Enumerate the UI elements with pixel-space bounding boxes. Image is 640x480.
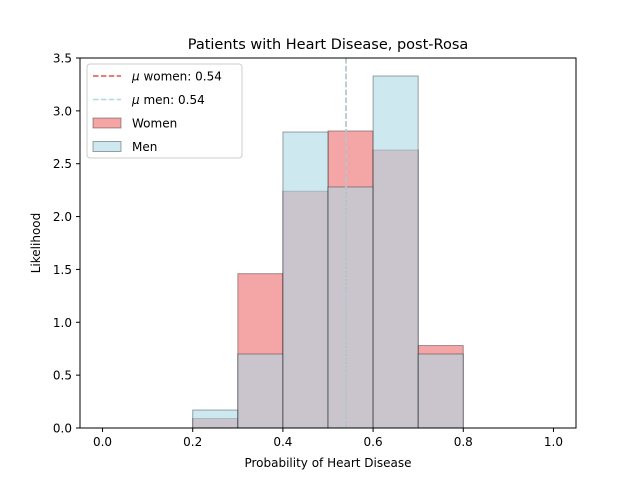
legend-label: Women (132, 117, 177, 131)
x-tick-label: 0.2 (183, 435, 202, 449)
y-tick-label: 1.5 (53, 263, 72, 277)
plot-area (192, 58, 464, 429)
axis-ticks: 0.0 0.2 0.4 0.6 0.8 1.0 0.0 0.5 1.0 1.5 2.0 2.5 3.0 3… (53, 52, 563, 450)
legend: μ women: 0.54 μ men: 0.54 Women Men (86, 63, 243, 159)
x-axis-label: Probability of Heart Disease (244, 456, 411, 470)
legend-label: Men (132, 140, 157, 154)
y-tick-label: 2.5 (53, 157, 72, 171)
x-tick-label: 1.0 (544, 435, 563, 449)
x-tick-label: 0.8 (454, 435, 473, 449)
y-tick-label: 0.0 (53, 422, 72, 436)
legend-box (86, 63, 243, 159)
bar-men-6 (372, 75, 419, 429)
y-tick-label: 0.5 (53, 369, 72, 383)
series-men (192, 75, 464, 429)
bar-men-4 (282, 131, 329, 429)
axes-frame (79, 57, 577, 429)
legend-patch-swatch (92, 117, 122, 129)
chart-title: Patients with Heart Disease, post-Rosa (188, 37, 469, 53)
bar-men-7 (417, 353, 464, 429)
legend-patch-swatch (92, 141, 122, 152)
bar-men-2 (192, 409, 239, 429)
y-tick-label: 3.0 (53, 104, 72, 118)
bar-men-3 (237, 353, 284, 429)
bar-men-5 (327, 186, 374, 429)
y-tick-label: 1.0 (53, 316, 72, 330)
legend-label: μ women: 0.54 (131, 70, 222, 84)
y-axis-label: Likelihood (29, 213, 43, 274)
x-tick-label: 0.6 (364, 435, 383, 449)
x-tick-label: 0.4 (273, 435, 292, 449)
x-tick-label: 0.0 (93, 435, 112, 449)
legend-label: μ men: 0.54 (131, 93, 205, 107)
y-tick-label: 2.0 (53, 210, 72, 224)
y-tick-label: 3.5 (53, 52, 72, 66)
